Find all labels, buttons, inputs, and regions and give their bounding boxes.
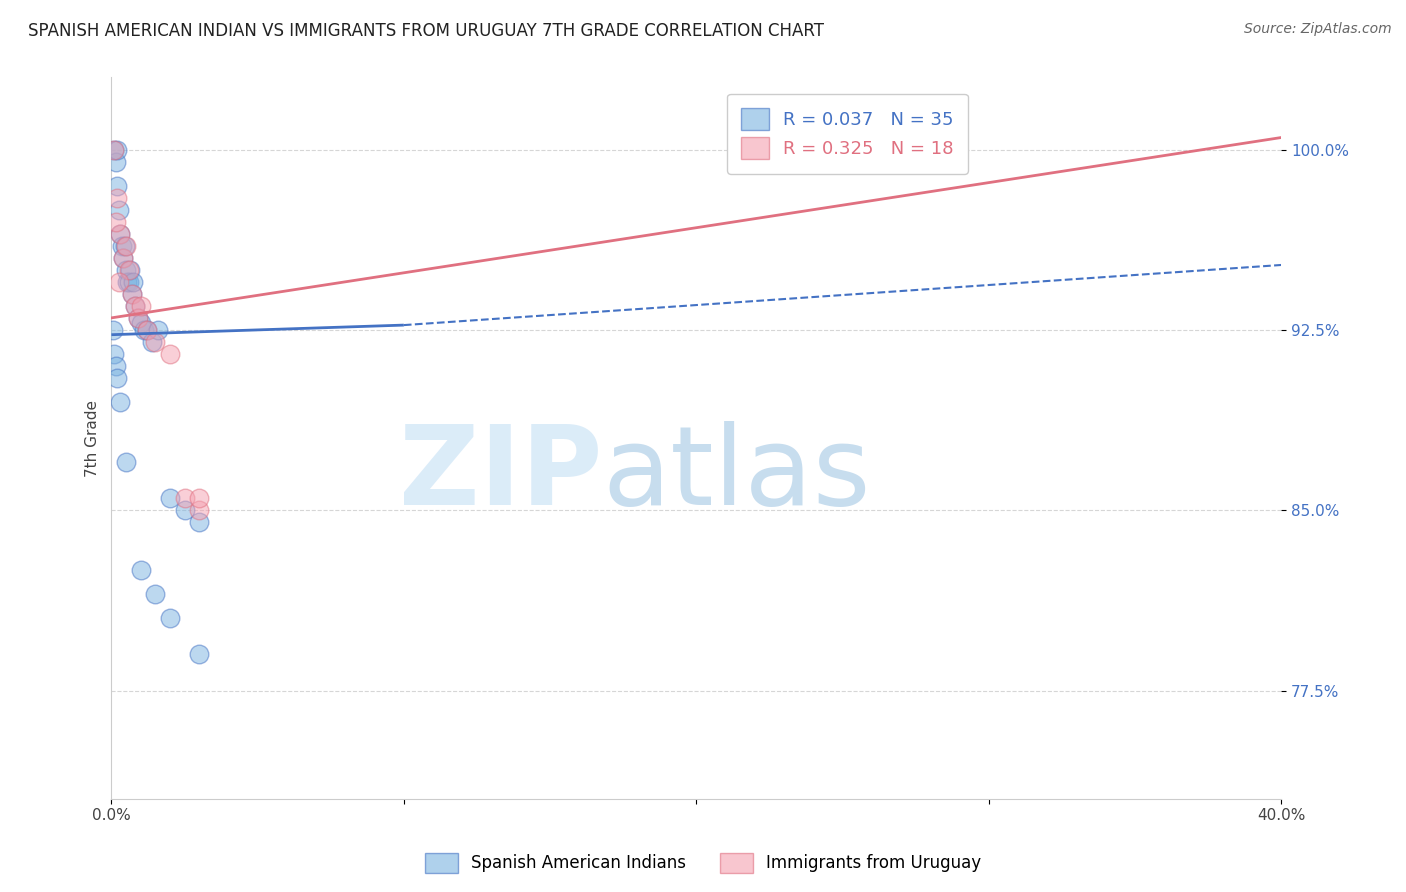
Point xyxy=(143,334,166,349)
Point xyxy=(188,515,211,529)
Point xyxy=(188,491,211,506)
Point xyxy=(108,395,131,409)
Point xyxy=(129,316,152,330)
Point xyxy=(108,227,131,241)
Point xyxy=(141,334,163,349)
Point xyxy=(112,251,135,265)
Point xyxy=(105,371,128,385)
Point xyxy=(104,359,127,373)
Legend: R = 0.037   N = 35, R = 0.325   N = 18: R = 0.037 N = 35, R = 0.325 N = 18 xyxy=(727,94,967,174)
Point xyxy=(124,299,146,313)
Point xyxy=(112,251,135,265)
Text: Source: ZipAtlas.com: Source: ZipAtlas.com xyxy=(1244,22,1392,37)
Point xyxy=(132,323,155,337)
Point xyxy=(129,299,152,313)
Point xyxy=(115,262,138,277)
Point xyxy=(121,286,143,301)
Point xyxy=(107,275,129,289)
Point xyxy=(105,178,128,193)
Point xyxy=(127,310,149,325)
Point xyxy=(188,648,211,662)
Point xyxy=(135,323,157,337)
Point xyxy=(122,275,145,289)
Text: SPANISH AMERICAN INDIAN VS IMMIGRANTS FROM URUGUAY 7TH GRADE CORRELATION CHART: SPANISH AMERICAN INDIAN VS IMMIGRANTS FR… xyxy=(28,22,824,40)
Point xyxy=(118,262,141,277)
Text: ZIP: ZIP xyxy=(399,421,603,528)
Point xyxy=(173,491,195,506)
Point xyxy=(104,215,127,229)
Point xyxy=(103,347,125,361)
Point xyxy=(103,143,125,157)
Point xyxy=(115,239,138,253)
Point xyxy=(103,143,125,157)
Point xyxy=(188,503,211,517)
Point xyxy=(105,191,128,205)
Point xyxy=(159,491,181,506)
Point xyxy=(159,347,181,361)
Point xyxy=(101,323,124,337)
Point xyxy=(127,310,149,325)
Point xyxy=(143,587,166,601)
Point xyxy=(135,323,157,337)
Point xyxy=(117,275,139,289)
Point xyxy=(118,275,141,289)
Point xyxy=(105,143,128,157)
Point xyxy=(115,455,138,469)
Point xyxy=(114,239,136,253)
Text: atlas: atlas xyxy=(603,421,872,528)
Legend: Spanish American Indians, Immigrants from Uruguay: Spanish American Indians, Immigrants fro… xyxy=(418,847,988,880)
Point xyxy=(173,503,195,517)
Point xyxy=(124,299,146,313)
Point xyxy=(129,563,152,577)
Point xyxy=(159,611,181,625)
Point xyxy=(111,239,134,253)
Point xyxy=(104,154,127,169)
Point xyxy=(148,323,170,337)
Y-axis label: 7th Grade: 7th Grade xyxy=(86,400,100,476)
Point xyxy=(107,202,129,217)
Point xyxy=(120,262,142,277)
Point xyxy=(121,286,143,301)
Point xyxy=(108,227,131,241)
